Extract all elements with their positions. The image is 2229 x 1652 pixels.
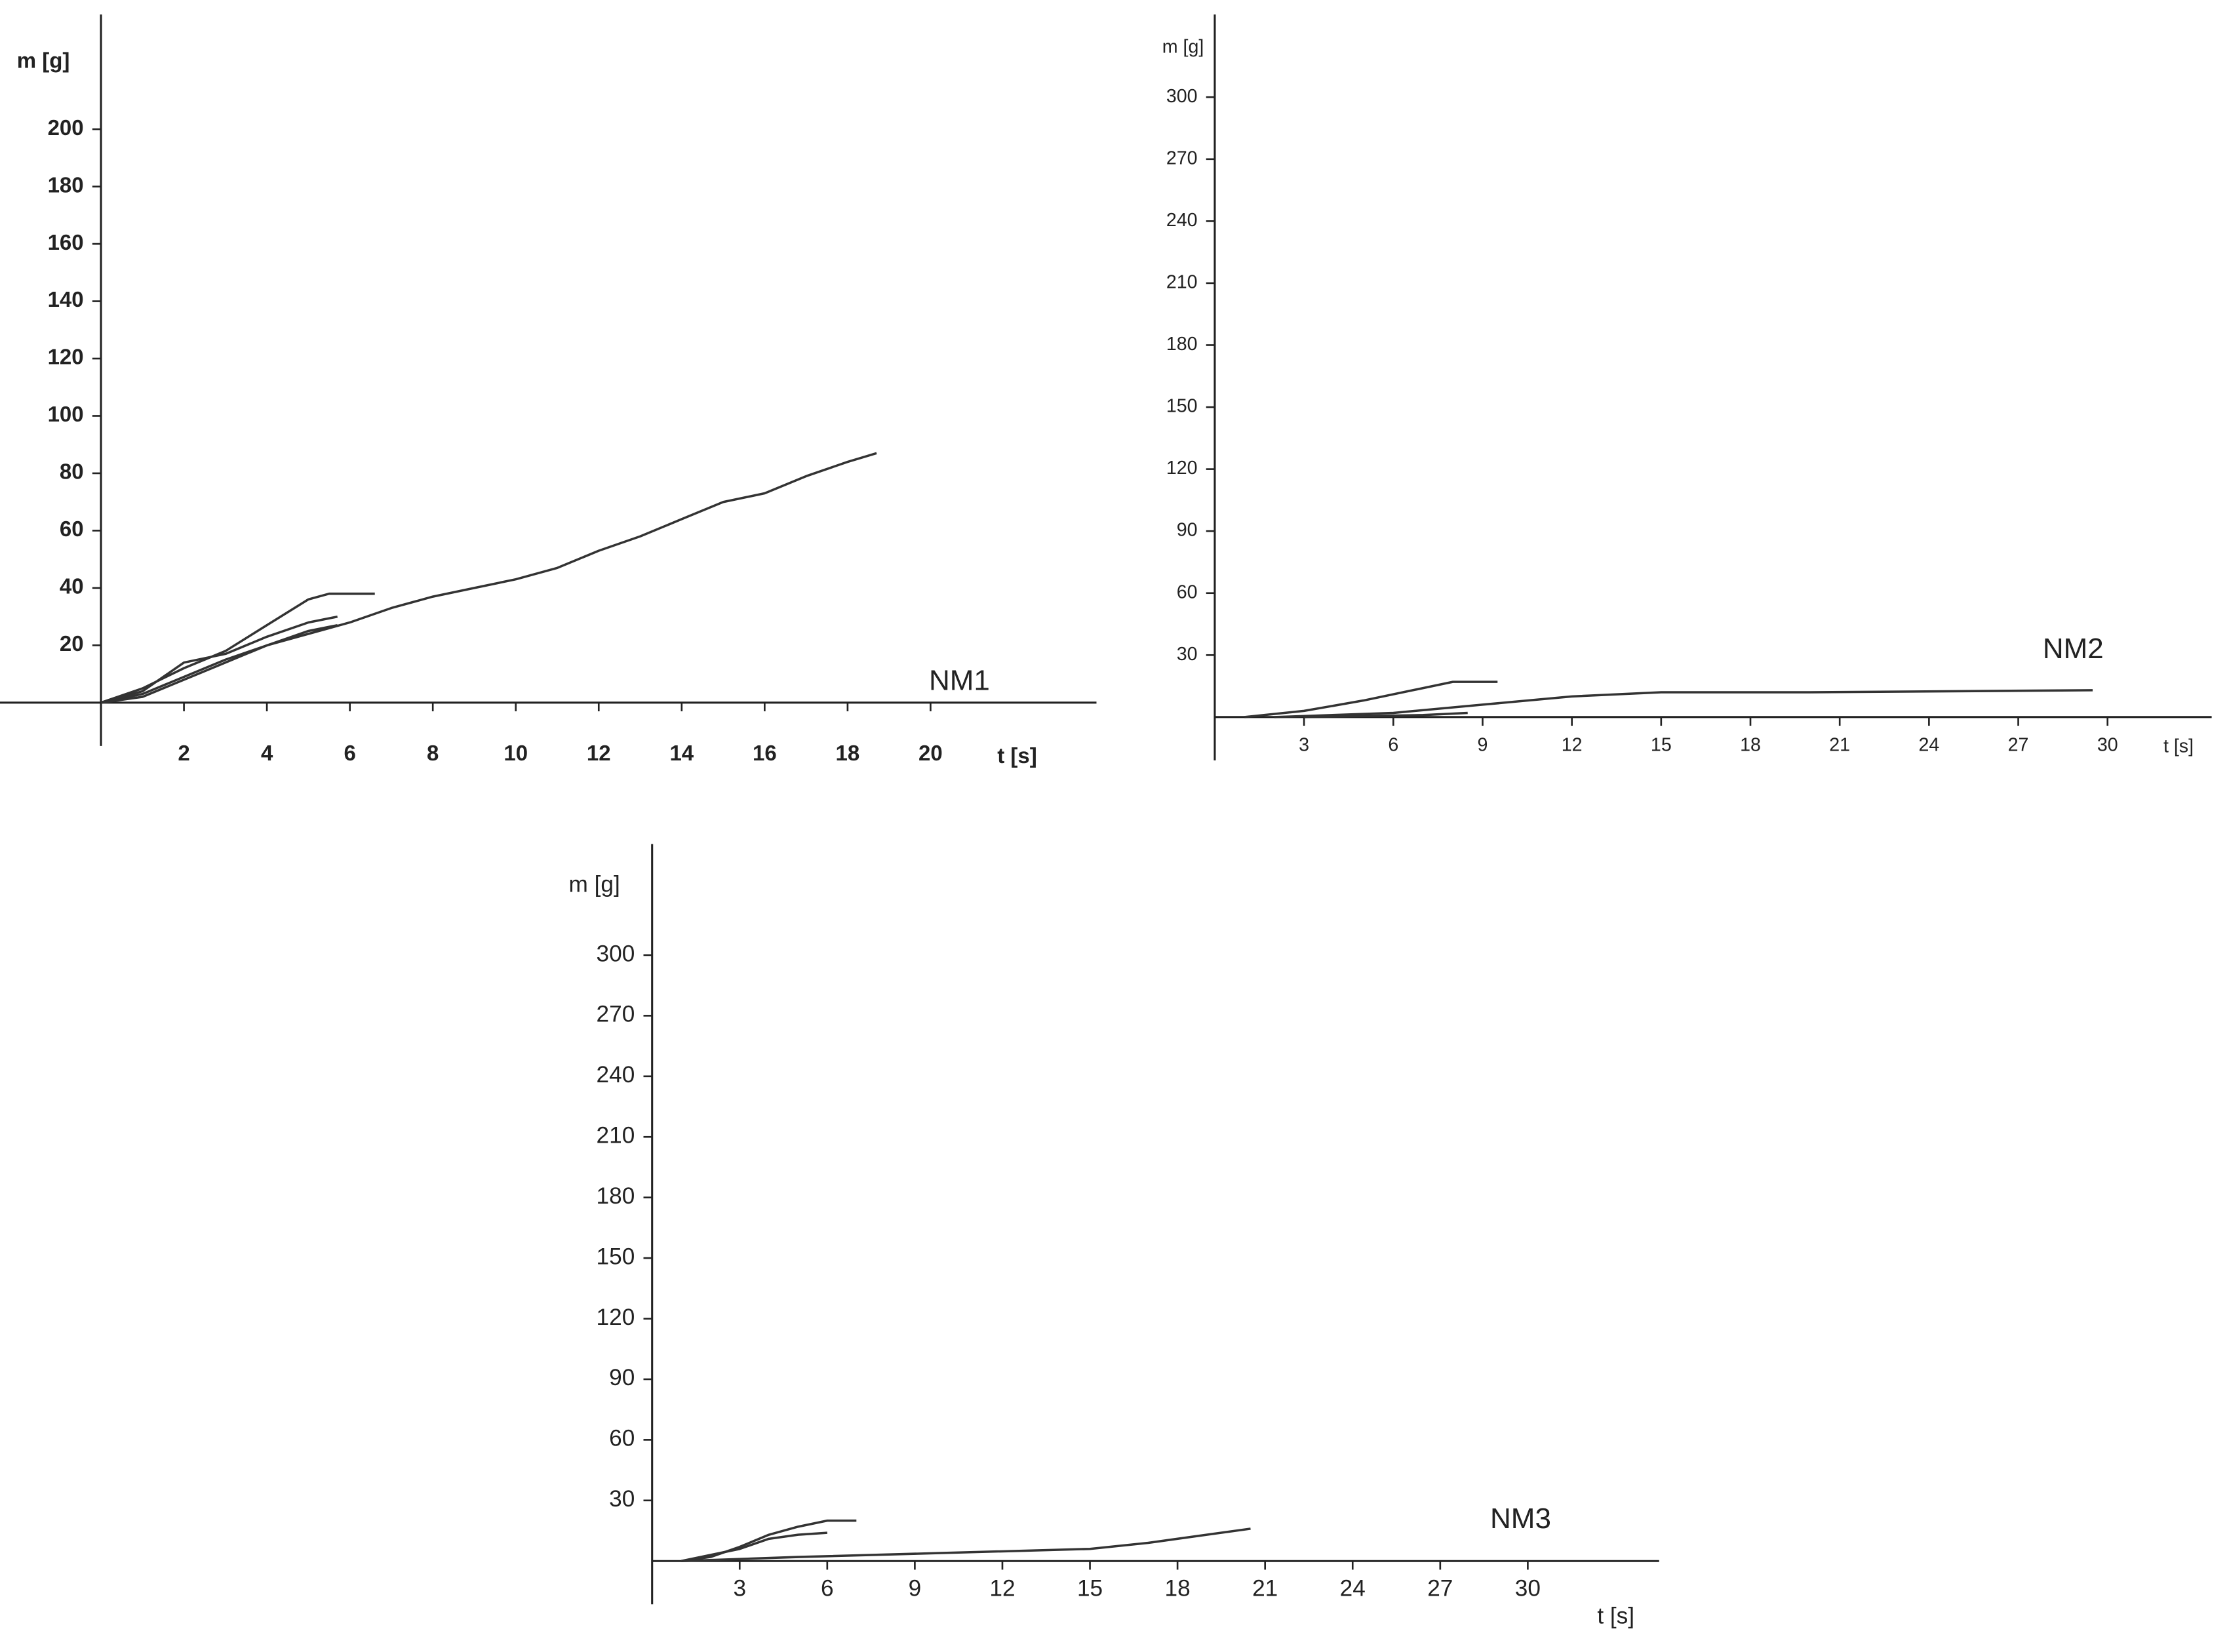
x-tick-label: 24 — [1918, 734, 1939, 755]
x-tick-label: 18 — [1165, 1576, 1191, 1602]
x-tick-label: 21 — [1252, 1576, 1278, 1602]
y-tick-label: 300 — [597, 941, 635, 966]
y-tick-label: 60 — [1177, 581, 1198, 602]
x-tick-label: 3 — [733, 1576, 746, 1602]
y-tick-label: 240 — [597, 1062, 635, 1088]
data-line — [1274, 689, 2093, 718]
y-tick-label: 240 — [1166, 210, 1198, 231]
y-tick-label: 120 — [597, 1305, 635, 1330]
y-tick-label: 150 — [1166, 396, 1198, 417]
x-tick-label: 12 — [587, 741, 611, 765]
data-line — [681, 1519, 857, 1562]
x-tick-label: 18 — [1740, 734, 1761, 755]
y-tick-label: 270 — [1166, 148, 1198, 168]
y-tick-label: 90 — [1177, 520, 1198, 541]
y-tick-label: 60 — [60, 517, 84, 541]
x-tick-label: 14 — [669, 741, 694, 765]
y-tick-label: 20 — [60, 631, 84, 656]
y-tick-label: 150 — [597, 1244, 635, 1269]
y-tick-label: 30 — [609, 1486, 635, 1512]
x-tick-label: 6 — [821, 1576, 834, 1602]
x-axis-label: t [s] — [997, 743, 1036, 768]
y-tick-label: 60 — [609, 1426, 635, 1451]
y-tick-label: 200 — [48, 115, 84, 140]
y-tick-label: 160 — [48, 230, 84, 254]
y-tick-label: 210 — [1166, 271, 1198, 292]
data-line — [100, 592, 375, 704]
x-axis-label: t [s] — [2163, 736, 2194, 757]
y-tick-label: 180 — [597, 1183, 635, 1209]
x-tick-label: 12 — [1562, 734, 1583, 755]
data-line — [100, 623, 338, 704]
x-tick-label: 16 — [753, 741, 777, 765]
x-tick-label: 4 — [261, 741, 273, 765]
x-axis-label: t [s] — [1597, 1603, 1634, 1628]
data-line — [681, 1527, 1251, 1562]
x-tick-label: 2 — [178, 741, 189, 765]
y-tick-label: 180 — [1166, 334, 1198, 355]
x-tick-label: 9 — [909, 1576, 922, 1602]
x-tick-label: 10 — [503, 741, 528, 765]
y-tick-label: 120 — [48, 345, 84, 369]
x-tick-label: 18 — [836, 741, 860, 765]
annotation: NM2 — [2043, 633, 2104, 665]
data-line — [100, 452, 877, 704]
y-axis-label: m [g] — [1162, 36, 1204, 57]
y-tick-label: 40 — [60, 574, 84, 599]
y-axis-label: m [g] — [569, 872, 620, 897]
data-line — [100, 615, 338, 704]
data-line — [1304, 711, 1468, 718]
annotation: NM1 — [929, 665, 990, 697]
y-tick-label: 100 — [48, 402, 84, 426]
y-tick-label: 180 — [48, 172, 84, 197]
y-axis-label: m [g] — [17, 48, 70, 72]
data-line — [1244, 680, 1498, 718]
y-tick-label: 270 — [597, 1002, 635, 1027]
x-tick-label: 27 — [2008, 734, 2029, 755]
x-tick-label: 3 — [1299, 734, 1309, 755]
x-tick-label: 6 — [1388, 734, 1398, 755]
y-tick-label: 140 — [48, 287, 84, 311]
y-tick-label: 120 — [1166, 458, 1198, 479]
x-tick-label: 27 — [1427, 1576, 1453, 1602]
x-tick-label: 15 — [1077, 1576, 1103, 1602]
y-tick-label: 80 — [60, 460, 84, 484]
x-tick-label: 21 — [1829, 734, 1850, 755]
x-tick-label: 24 — [1340, 1576, 1366, 1602]
x-tick-label: 12 — [989, 1576, 1015, 1602]
y-tick-label: 300 — [1166, 86, 1198, 107]
x-tick-label: 30 — [1515, 1576, 1541, 1602]
annotation: NM3 — [1490, 1503, 1551, 1535]
x-tick-label: 8 — [427, 741, 439, 765]
x-tick-label: 6 — [344, 741, 355, 765]
x-tick-label: 20 — [918, 741, 943, 765]
data-line — [681, 1531, 827, 1562]
y-tick-label: 210 — [597, 1123, 635, 1149]
y-tick-label: 30 — [1177, 644, 1198, 665]
x-tick-label: 9 — [1478, 734, 1488, 755]
x-tick-label: 30 — [2097, 734, 2118, 755]
y-tick-label: 90 — [609, 1365, 635, 1390]
x-tick-label: 15 — [1651, 734, 1672, 755]
